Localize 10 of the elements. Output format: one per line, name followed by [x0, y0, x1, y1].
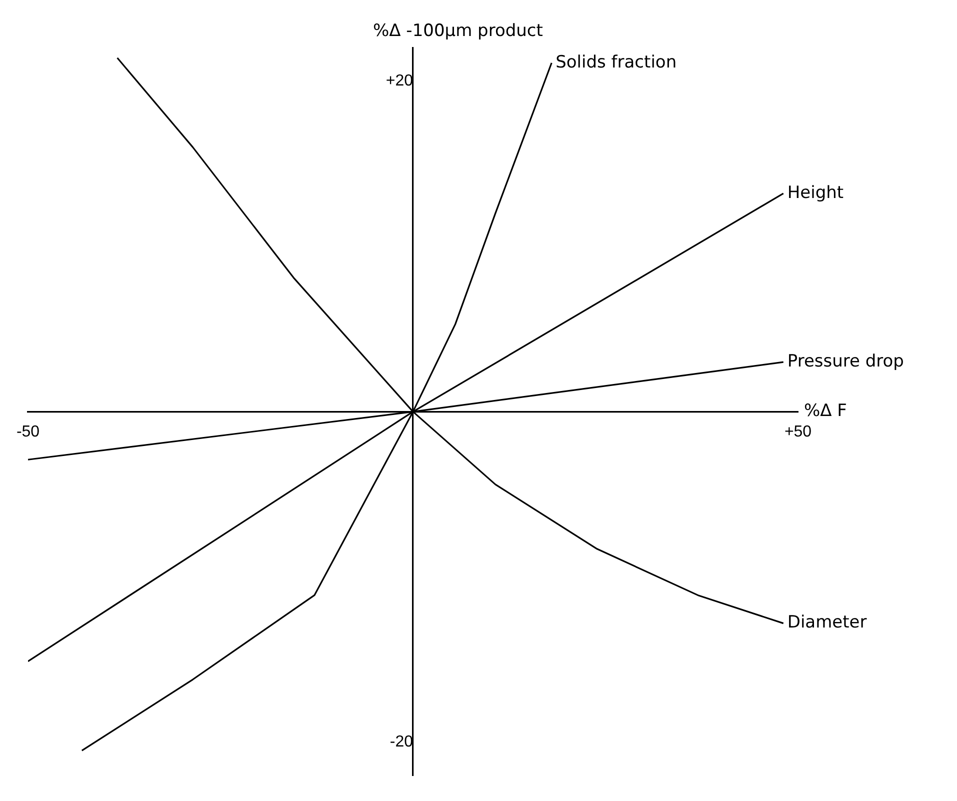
- series-label: Height: [787, 182, 844, 203]
- series-label: Solids fraction: [556, 52, 677, 72]
- y-tick-label: -20: [390, 734, 414, 751]
- x-tick-label: +50: [784, 424, 812, 441]
- series-label: Diameter: [787, 612, 867, 633]
- x-tick-label: -50: [16, 424, 40, 441]
- y-tick-label: +20: [386, 72, 414, 90]
- x-axis-title: %Δ F: [804, 401, 847, 422]
- series-label: Pressure drop: [787, 352, 904, 372]
- y-axis-title: %Δ -100μm product: [373, 20, 544, 41]
